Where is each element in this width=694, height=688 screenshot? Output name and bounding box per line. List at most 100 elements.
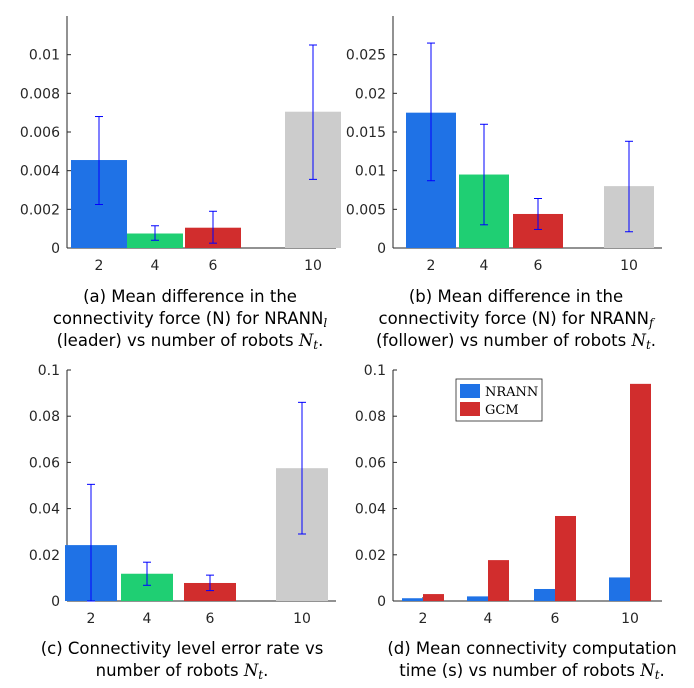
caption-d: (d) Mean connectivity computation time (… (387, 639, 676, 682)
y-tick-label-a: 0.008 (20, 86, 60, 102)
x-tick-label-d: 2 (419, 611, 428, 627)
bar-gcm-d (423, 594, 444, 601)
error-bar-10-c (298, 401, 306, 535)
panel-b-chart: 0 0.005 0.01 0.015 0.02 0.025 2 4 6 10 (346, 16, 662, 274)
x-tick-label-b: 10 (620, 258, 638, 274)
error-bar-6-c (206, 574, 214, 592)
caption-b-line2-sub: f (648, 316, 656, 330)
legend-swatch-gcm (460, 402, 480, 416)
error-bar-10-a (309, 44, 317, 180)
caption-a-line2-sub: l (323, 316, 327, 330)
caption-b-line2: connectivity force (N) for NRANNf (379, 309, 657, 330)
caption-b-line3-text: (follower) vs number of robots (376, 331, 632, 350)
bar-nrann-d (467, 596, 488, 601)
y-tick-label-c: 0 (51, 594, 60, 610)
caption-c-line1: (c) Connectivity level error rate vs (41, 639, 324, 658)
error-bar-2-c (87, 483, 95, 602)
y-tick-label-d: 0.08 (355, 409, 386, 425)
panel-d-chart: 0 0.02 0.04 0.06 0.08 0.1 2 4 6 10 NRANN GCM (355, 363, 662, 627)
caption-c-line2: number of robots Nt. (96, 661, 269, 682)
y-tick-label-a: 0.002 (20, 202, 60, 218)
caption-a-line1: (a) Mean difference in the (83, 287, 297, 306)
x-tick-label-d: 10 (621, 611, 639, 627)
caption-a-line2: connectivity force (N) for NRANNl (53, 309, 328, 330)
panel-a-chart: 0 0.002 0.004 0.006 0.008 0.01 2 4 6 10 (20, 16, 341, 274)
bar-gcm-d (555, 515, 576, 601)
caption-d-line2-sub: t (655, 668, 660, 682)
caption-b-line3-sub: t (646, 338, 651, 352)
y-tick-label-d: 0.06 (355, 455, 386, 471)
y-tick-label-a: 0.01 (29, 48, 60, 64)
x-tick-label-a: 2 (95, 258, 104, 274)
caption-b-line3-math: N (631, 331, 647, 350)
error-bar-4-c (143, 561, 151, 586)
x-tick-label-a: 6 (209, 258, 218, 274)
error-bar-4-b (480, 123, 488, 226)
bar-nrann-d (609, 577, 630, 601)
x-tick-label-d: 4 (484, 611, 493, 627)
y-tick-label-c: 0.08 (29, 409, 60, 425)
y-tick-label-b: 0.015 (346, 125, 386, 141)
legend-d: NRANN GCM (455, 378, 543, 422)
legend-label-gcm: GCM (485, 403, 519, 418)
caption-c-line2-sub: t (258, 668, 263, 682)
caption-b-line1: (b) Mean difference in the (409, 287, 623, 306)
x-tick-label-c: 6 (206, 611, 215, 627)
y-tick-label-b: 0.02 (355, 86, 386, 102)
error-bar-2-b (427, 42, 435, 182)
caption-b: (b) Mean difference in the connectivity … (376, 287, 656, 352)
legend-label-nrann: NRANN (485, 385, 538, 400)
y-tick-label-d: 0.02 (355, 548, 386, 564)
y-tick-label-b: 0.01 (355, 164, 386, 180)
caption-a-line3-text: (leader) vs number of robots (57, 331, 299, 350)
caption-d-line2: time (s) vs number of robots Nt. (399, 661, 665, 682)
caption-c-line2-text: number of robots (96, 661, 244, 680)
y-tick-label-a: 0.004 (20, 164, 60, 180)
bar-6-c (184, 582, 236, 601)
caption-b-line3-end: . (651, 331, 656, 350)
caption-a-line3-sub: t (313, 338, 318, 352)
x-tick-label-b: 2 (427, 258, 436, 274)
bar-gcm-d (488, 560, 509, 601)
x-tick-label-b: 4 (480, 258, 489, 274)
error-bar-4-a (151, 225, 159, 241)
caption-a-line3-math: N (298, 331, 314, 350)
bar-nrann-d (534, 588, 555, 601)
y-tick-label-b: 0 (377, 241, 386, 257)
y-tick-label-d: 0.04 (355, 502, 386, 518)
caption-a: (a) Mean difference in the connectivity … (53, 287, 328, 352)
y-tick-label-b: 0.025 (346, 48, 386, 64)
y-tick-label-d: 0.1 (364, 363, 386, 379)
caption-a-line2-text: connectivity force (N) for NRANN (53, 309, 324, 328)
caption-a-line3: (leader) vs number of robots Nt. (57, 331, 324, 352)
caption-c: (c) Connectivity level error rate vs num… (41, 639, 324, 682)
caption-d-line2-end: . (660, 661, 665, 680)
x-tick-label-c: 2 (87, 611, 96, 627)
x-tick-label-a: 10 (304, 258, 322, 274)
caption-a-line3-end: . (318, 331, 323, 350)
y-tick-label-a: 0.006 (20, 125, 60, 141)
y-tick-label-c: 0.1 (38, 363, 60, 379)
y-tick-label-c: 0.02 (29, 548, 60, 564)
caption-d-line1: (d) Mean connectivity computation (387, 639, 676, 658)
panel-c-chart: 0 0.02 0.04 0.06 0.08 0.1 2 4 6 10 (29, 363, 336, 627)
caption-d-line2-math: N (639, 661, 655, 680)
x-tick-label-d: 6 (551, 611, 560, 627)
y-tick-label-c: 0.06 (29, 455, 60, 471)
x-tick-label-c: 4 (143, 611, 152, 627)
y-tick-label-a: 0 (51, 241, 60, 257)
y-tick-label-c: 0.04 (29, 502, 60, 518)
x-tick-label-a: 4 (151, 258, 160, 274)
caption-c-line2-end: . (263, 661, 268, 680)
error-bar-10-b (625, 140, 633, 233)
error-bar-6-a (209, 210, 217, 244)
caption-b-line2-text: connectivity force (N) for NRANN (379, 309, 650, 328)
y-tick-label-b: 0.005 (346, 202, 386, 218)
y-tick-label-d: 0 (377, 594, 386, 610)
bar-nrann-d (402, 598, 423, 601)
legend-swatch-nrann (460, 384, 480, 398)
caption-b-line3: (follower) vs number of robots Nt. (376, 331, 656, 352)
error-bar-6-b (534, 198, 542, 230)
x-tick-label-c: 10 (293, 611, 311, 627)
